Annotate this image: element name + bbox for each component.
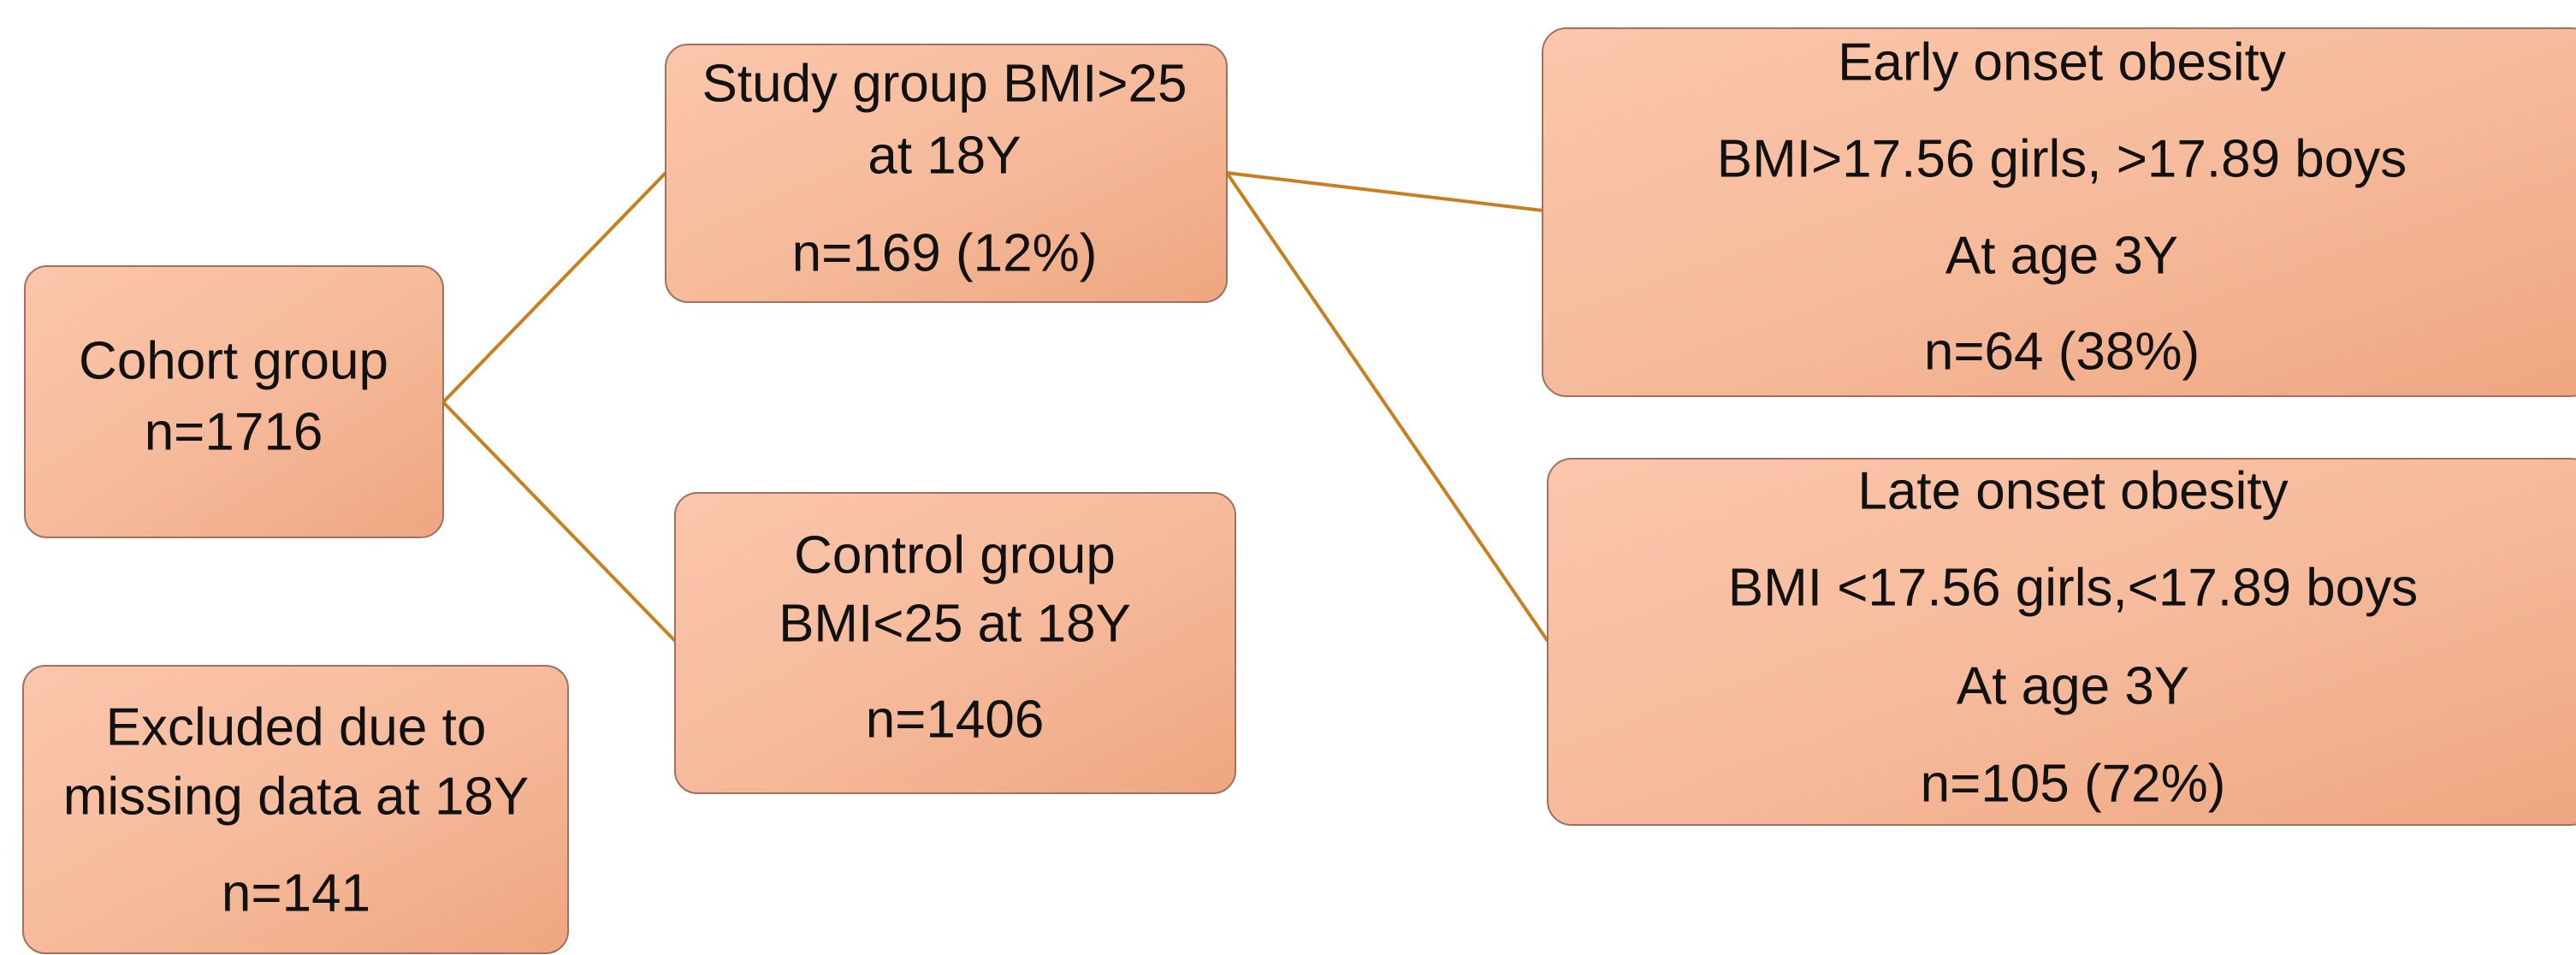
- connector: [1225, 171, 1549, 643]
- box-text: n=1716: [145, 402, 323, 461]
- box: [1542, 27, 2576, 397]
- box-text: missing data at 18Y: [63, 767, 530, 826]
- late-onset-box: Late onset obesity BMI <17.56 girls,<17.…: [1547, 458, 2576, 826]
- early-onset-box: Early onset obesity BMI>17.56 girls, >17…: [1542, 27, 2576, 397]
- box-text: n=64 (38%): [1924, 322, 2200, 381]
- excluded-box: Excluded due to missing data at 18Y n=14…: [22, 665, 569, 954]
- box: [665, 44, 1228, 303]
- box-text: Early onset obesity: [1838, 33, 2286, 92]
- connector: [1226, 171, 1543, 212]
- box-text: Study group BMI>25: [702, 54, 1187, 113]
- box-text: BMI<25 at 18Y: [779, 594, 1131, 653]
- box: [22, 665, 569, 954]
- cohort-box: Cohort group n=1716: [24, 265, 444, 538]
- box-text: Late onset obesity: [1857, 461, 2288, 520]
- box-text: n=105 (72%): [1921, 754, 2226, 813]
- box-text: n=169 (12%): [792, 223, 1098, 282]
- box-text: at 18Y: [868, 126, 1021, 185]
- box: [24, 265, 444, 538]
- box: [674, 492, 1236, 794]
- box-text: Control group: [794, 525, 1116, 584]
- study-box: Study group BMI>25 at 18Y n=169 (12%): [665, 44, 1228, 303]
- box-text: Excluded due to: [106, 697, 487, 756]
- connector: [441, 400, 677, 643]
- box-text: At age 3Y: [1957, 656, 2189, 715]
- box-text: BMI>17.56 girls, >17.89 boys: [1717, 129, 2407, 188]
- control-box: Control group BMI<25 at 18Y n=1406: [674, 492, 1236, 794]
- connector: [441, 171, 667, 404]
- box-text: n=1406: [866, 690, 1045, 749]
- box-text: At age 3Y: [1945, 226, 2178, 285]
- box-text: Cohort group: [79, 331, 388, 390]
- box-text: BMI <17.56 girls,<17.89 boys: [1728, 558, 2418, 617]
- box-text: n=141: [222, 863, 370, 922]
- box: [1547, 458, 2576, 826]
